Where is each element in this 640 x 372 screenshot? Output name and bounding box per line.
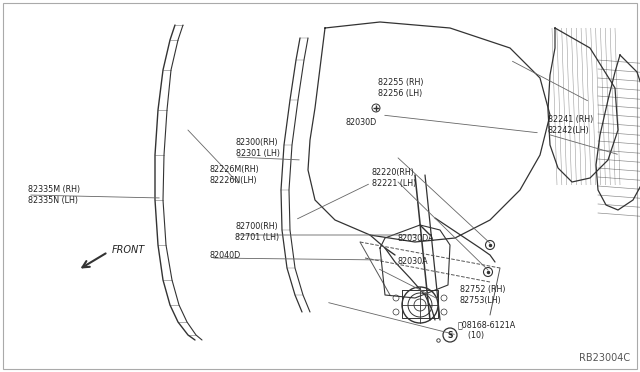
- Text: Ⓝ08168-6121A
    (10): Ⓝ08168-6121A (10): [458, 320, 516, 340]
- Text: RB23004C: RB23004C: [579, 353, 630, 363]
- Text: 82030A: 82030A: [397, 257, 428, 266]
- Text: 82700(RH)
82701 (LH): 82700(RH) 82701 (LH): [235, 222, 279, 242]
- Text: 82255 (RH)
82256 (LH): 82255 (RH) 82256 (LH): [378, 78, 424, 98]
- Text: FRONT: FRONT: [112, 245, 145, 255]
- Text: 82030D: 82030D: [345, 118, 376, 126]
- Text: 82335M (RH)
82335N (LH): 82335M (RH) 82335N (LH): [28, 185, 80, 205]
- Text: 82040D: 82040D: [210, 250, 241, 260]
- Text: 82030DA: 82030DA: [397, 234, 434, 243]
- Text: 82241 (RH)
82242(LH): 82241 (RH) 82242(LH): [548, 115, 593, 135]
- Text: S: S: [447, 330, 452, 340]
- Text: 82226M(RH)
82226N(LH): 82226M(RH) 82226N(LH): [210, 165, 260, 185]
- Text: 82300(RH)
82301 (LH): 82300(RH) 82301 (LH): [236, 138, 280, 158]
- Text: 82220(RH)
82221 (LH): 82220(RH) 82221 (LH): [372, 168, 416, 188]
- Text: 82752 (RH)
82753(LH): 82752 (RH) 82753(LH): [460, 285, 506, 305]
